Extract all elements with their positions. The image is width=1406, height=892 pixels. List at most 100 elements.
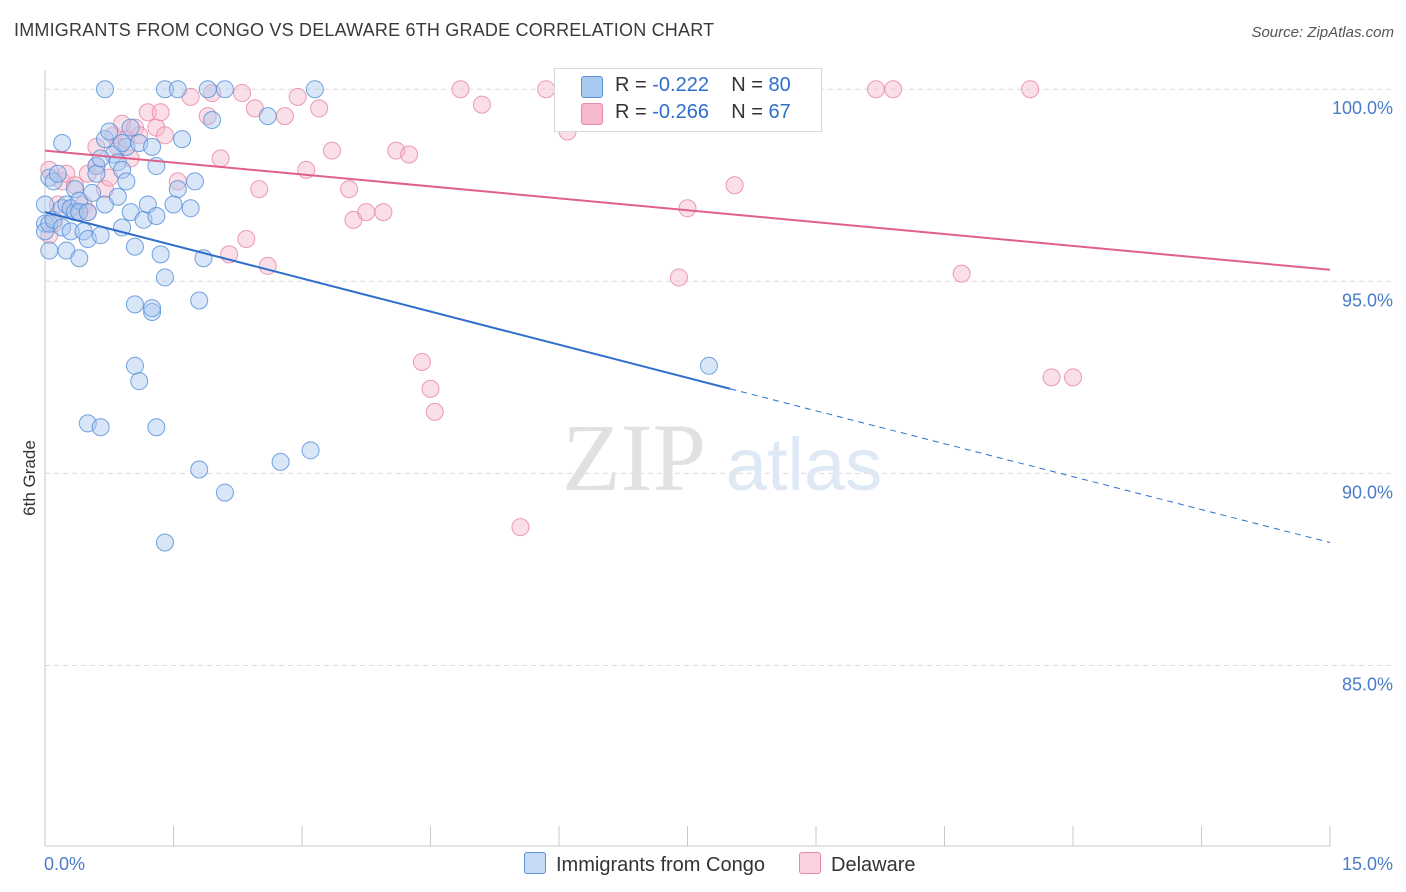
point-delaware: [250, 180, 269, 199]
point-congo: [155, 80, 174, 99]
watermark-zip: ZIP: [562, 404, 706, 511]
point-delaware: [340, 180, 359, 199]
point-delaware: [1042, 368, 1061, 387]
point-congo: [155, 533, 174, 552]
point-congo: [83, 183, 102, 202]
trend-lines: [44, 149, 1331, 543]
point-delaware: [1064, 368, 1082, 387]
point-congo: [305, 80, 324, 99]
watermark-atlas: atlas: [726, 423, 882, 506]
point-delaware: [288, 87, 307, 106]
point-congo: [113, 160, 132, 179]
source-credit: Source: ZipAtlas.com: [1251, 24, 1394, 41]
point-congo: [203, 110, 222, 129]
point-delaware: [211, 149, 230, 168]
legend-swatch-congo: [581, 76, 603, 98]
watermark: ZIP atlas: [562, 404, 882, 511]
point-delaware: [678, 199, 697, 218]
legend-r-label: R =: [615, 74, 647, 96]
point-congo: [147, 206, 166, 225]
point-delaware: [155, 126, 174, 145]
point-congo: [70, 249, 89, 268]
point-delaware: [669, 268, 688, 287]
series-swatch-delaware: [799, 852, 821, 874]
point-congo: [100, 122, 119, 141]
point-congo: [168, 80, 187, 99]
point-delaware: [138, 103, 157, 122]
point-congo: [143, 303, 162, 322]
point-delaware: [425, 402, 444, 421]
axes: [44, 70, 1331, 847]
y-tick-label: 100.0%: [1332, 98, 1393, 118]
legend-swatch-delaware: [581, 103, 603, 125]
point-congo: [185, 172, 204, 191]
series-legend-delaware[interactable]: Delaware: [799, 852, 915, 877]
point-congo: [65, 180, 84, 199]
point-congo: [215, 483, 234, 502]
series-legend-congo[interactable]: Immigrants from Congo: [524, 852, 765, 877]
point-congo: [125, 237, 144, 256]
y-tick-label: 95.0%: [1342, 290, 1393, 310]
series-swatch-congo: [524, 852, 546, 874]
point-congo: [53, 218, 72, 237]
point-delaware: [1021, 80, 1040, 99]
point-congo: [258, 107, 277, 126]
trend-line-congo-extrapolated: [730, 388, 1331, 543]
chart-title: IMMIGRANTS FROM CONGO VS DELAWARE 6TH GR…: [14, 20, 715, 40]
point-congo: [121, 118, 140, 137]
point-congo: [36, 195, 54, 214]
point-congo: [271, 452, 290, 471]
point-congo: [108, 187, 127, 206]
legend-r-label: R =: [615, 101, 647, 123]
trend-line-delaware: [44, 149, 1331, 271]
point-congo: [215, 80, 234, 99]
point-delaware: [866, 80, 885, 99]
point-congo: [151, 245, 170, 264]
point-congo: [143, 299, 162, 318]
point-congo: [113, 133, 132, 152]
point-congo: [48, 164, 67, 183]
legend-n-label: N =: [731, 101, 763, 123]
legend-r-value-congo: -0.222: [652, 74, 709, 96]
legend-n-label: N =: [731, 74, 763, 96]
point-congo: [78, 203, 97, 222]
point-congo: [91, 226, 110, 245]
point-congo: [699, 356, 718, 375]
point-delaware: [884, 80, 903, 99]
point-congo: [61, 222, 80, 241]
point-congo: [301, 441, 320, 460]
series-name-congo: Immigrants from Congo: [556, 854, 765, 876]
point-delaware: [237, 230, 256, 249]
point-delaware: [451, 80, 470, 99]
point-delaware: [275, 107, 294, 126]
point-delaware: [40, 160, 59, 179]
gridlines: [45, 88, 1392, 666]
x-tick-label: 0.0%: [44, 854, 85, 874]
point-congo: [117, 172, 136, 191]
point-congo: [36, 214, 54, 233]
point-delaware: [400, 145, 419, 164]
point-congo: [198, 80, 217, 99]
point-congo: [125, 295, 144, 314]
point-congo: [40, 241, 59, 260]
y-tick-label: 85.0%: [1342, 674, 1393, 694]
point-congo: [190, 460, 209, 479]
point-congo: [87, 164, 106, 183]
point-congo: [143, 137, 162, 156]
point-congo: [53, 133, 72, 152]
point-delaware: [472, 95, 491, 114]
point-congo: [190, 291, 209, 310]
legend-n-value-congo: 80: [768, 74, 791, 96]
point-congo: [91, 418, 110, 437]
series-legend: Immigrants from Congo Delaware: [0, 852, 1406, 878]
point-delaware: [537, 80, 556, 99]
point-congo: [130, 372, 149, 391]
point-delaware: [151, 103, 170, 122]
legend-n-value-delaware: 67: [768, 101, 791, 123]
point-congo: [147, 418, 166, 437]
stats-legend: R = -0.222 N = 80 R = -0.266 N = 67: [554, 68, 822, 132]
data-points: [36, 80, 1082, 552]
point-congo: [125, 356, 144, 375]
point-delaware: [374, 203, 393, 222]
